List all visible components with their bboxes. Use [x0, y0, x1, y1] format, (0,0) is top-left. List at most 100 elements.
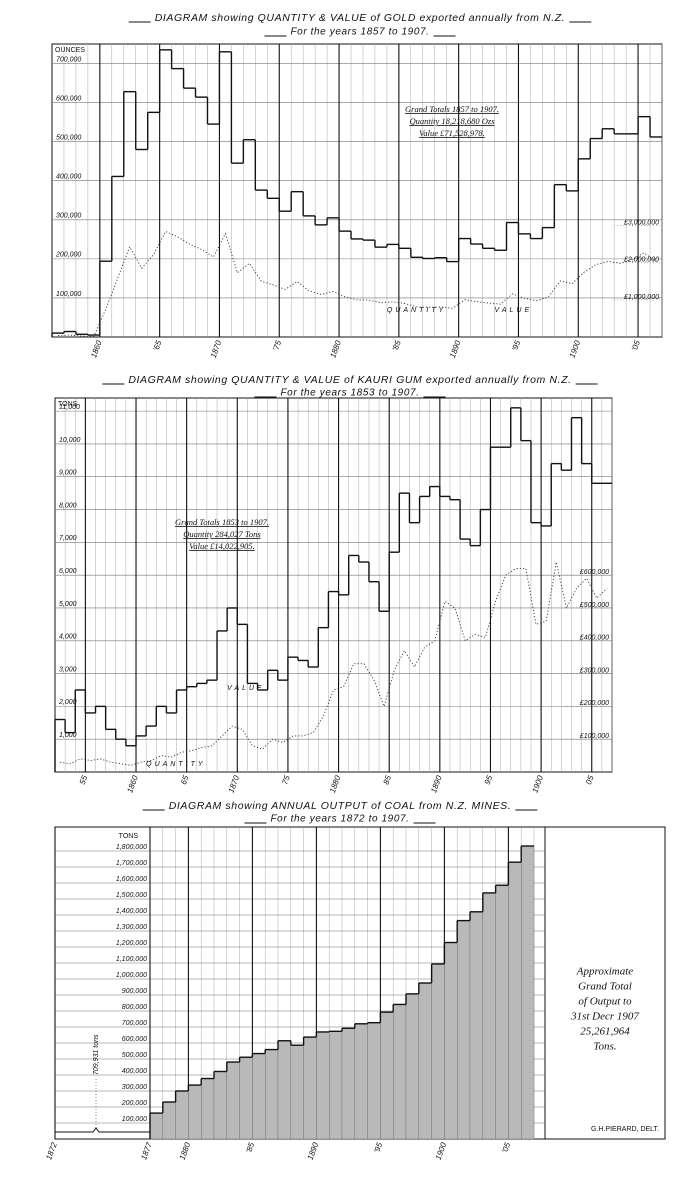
- y2-tick-label: £3,000,000: [623, 220, 659, 227]
- x-tick-label: 1870: [209, 339, 224, 359]
- bar: [265, 1049, 279, 1140]
- y2-tick-label: £1,000,000: [623, 294, 659, 301]
- x-tick-label: 1860: [125, 774, 140, 794]
- value-line: [60, 561, 608, 766]
- annotation: Quantity 284,027 Tons: [183, 529, 261, 539]
- x-tick-label: 1900: [530, 774, 545, 794]
- y-tick-label: 100,000: [122, 1116, 147, 1123]
- x-tick-label: '85: [391, 339, 403, 352]
- y-tick-label: 10,000: [59, 437, 81, 444]
- chart-subtitle: For the years 1872 to 1907.: [270, 814, 409, 825]
- y-tick-label: 300,000: [56, 213, 81, 220]
- chart-title: DIAGRAM showing QUANTITY & VALUE of GOLD…: [155, 12, 566, 24]
- y-tick-label: 300,000: [122, 1084, 147, 1091]
- bar: [239, 1057, 253, 1140]
- annotation: of Output to: [578, 996, 632, 1008]
- x-tick-label: 1872: [44, 1141, 59, 1161]
- bar: [367, 1022, 381, 1140]
- bar: [213, 1071, 227, 1140]
- y-tick-label: 7,000: [59, 535, 77, 542]
- bar: [252, 1053, 266, 1140]
- y-tick-label: 1,200,000: [116, 940, 147, 947]
- chart-title: DIAGRAM showing QUANTITY & VALUE of KAUR…: [128, 374, 571, 386]
- chart-subtitle: For the years 1853 to 1907.: [280, 388, 419, 399]
- annotation: Approximate: [576, 966, 634, 978]
- x-tick-label: 1890: [306, 1141, 321, 1161]
- annotation: 25,261,964: [580, 1026, 630, 1038]
- y-tick-label: 1,000,000: [116, 972, 147, 979]
- y-tick-label: 600,000: [56, 95, 81, 102]
- y-tick-label: 600,000: [122, 1036, 147, 1043]
- x-tick-label: 1900: [568, 339, 583, 359]
- y-tick-label: 900,000: [122, 988, 147, 995]
- bar: [188, 1084, 202, 1140]
- y-tick-label: 11,000: [59, 404, 80, 411]
- y-tick-label: 200,000: [121, 1100, 147, 1107]
- x-tick-label: '95: [372, 1141, 384, 1154]
- bar: [201, 1078, 215, 1140]
- annotation: Grand Totals 1857 to 1907.: [405, 104, 499, 114]
- early-output: [55, 1127, 150, 1133]
- annotation: Quantity 18,218,680 Ozs: [410, 116, 496, 126]
- y-tick-label: 1,100,000: [116, 956, 147, 963]
- x-tick-label: 1890: [429, 774, 444, 794]
- y-tick-label: 6,000: [59, 568, 77, 575]
- x-tick-label: '05: [500, 1141, 512, 1154]
- chart-title: DIAGRAM showing ANNUAL OUTPUT of COAL fr…: [169, 800, 512, 812]
- series-label: QUANTITY: [387, 307, 446, 314]
- bar: [431, 963, 445, 1140]
- y-axis-label: OUNCES: [55, 47, 85, 54]
- y-axis-label: TONS: [119, 833, 139, 840]
- x-tick-label: 1880: [328, 339, 343, 359]
- y-tick-label: 1,800,000: [116, 844, 147, 851]
- y2-tick-label: £100,000: [579, 733, 609, 740]
- y-tick-label: 1,700,000: [116, 860, 147, 867]
- y2-tick-label: £500,000: [579, 602, 609, 609]
- y-tick-label: 5,000: [59, 601, 77, 608]
- bar: [175, 1090, 189, 1140]
- bar: [341, 1028, 355, 1140]
- bar: [354, 1023, 368, 1140]
- x-tick-label: 1870: [227, 774, 242, 794]
- annotation: 31st Decr 1907: [570, 1011, 639, 1023]
- x-tick-label: 1860: [89, 339, 104, 359]
- y-tick-label: 400,000: [122, 1068, 147, 1075]
- annotation: Grand Totals 1853 to 1907.: [175, 517, 269, 527]
- annotation: Value £71,528,978.: [419, 128, 485, 138]
- x-tick-label: 55: [78, 774, 90, 786]
- bar: [521, 845, 535, 1140]
- x-tick-label: '75: [271, 339, 283, 352]
- annotation: Grand Total: [578, 981, 632, 993]
- x-tick-label: '95: [510, 339, 522, 352]
- annotation: Value £14,022,905.: [189, 541, 255, 551]
- x-tick-label: 1900: [434, 1141, 449, 1161]
- bar: [495, 885, 509, 1140]
- y2-tick-label: £200,000: [579, 700, 609, 707]
- y-tick-label: 200,000: [55, 252, 81, 259]
- y-tick-label: 1,500,000: [116, 892, 147, 899]
- y-tick-label: 500,000: [56, 135, 81, 142]
- x-tick-label: 1890: [448, 339, 463, 359]
- bar: [444, 942, 458, 1140]
- x-tick-label: 65: [179, 774, 191, 786]
- y-tick-label: 9,000: [59, 470, 77, 477]
- y-tick-label: 100,000: [56, 291, 81, 298]
- y-tick-label: 4,000: [59, 634, 77, 641]
- bar: [508, 862, 522, 1140]
- series-label: QUANTITY: [146, 761, 205, 768]
- bar: [277, 1040, 291, 1140]
- bar: [380, 1011, 394, 1140]
- y-tick-label: 700,000: [122, 1020, 147, 1027]
- bar: [405, 993, 419, 1140]
- series-label: VALUE: [495, 307, 533, 314]
- bar: [457, 920, 471, 1140]
- x-tick-label: 1880: [178, 1141, 193, 1161]
- bar: [303, 1036, 317, 1140]
- y-tick-label: 500,000: [122, 1052, 147, 1059]
- annotation: Tons.: [593, 1041, 616, 1053]
- y-tick-label: 700,000: [56, 56, 81, 63]
- bar: [149, 1112, 163, 1140]
- bar: [469, 911, 483, 1140]
- y-tick-label: 1,400,000: [116, 908, 147, 915]
